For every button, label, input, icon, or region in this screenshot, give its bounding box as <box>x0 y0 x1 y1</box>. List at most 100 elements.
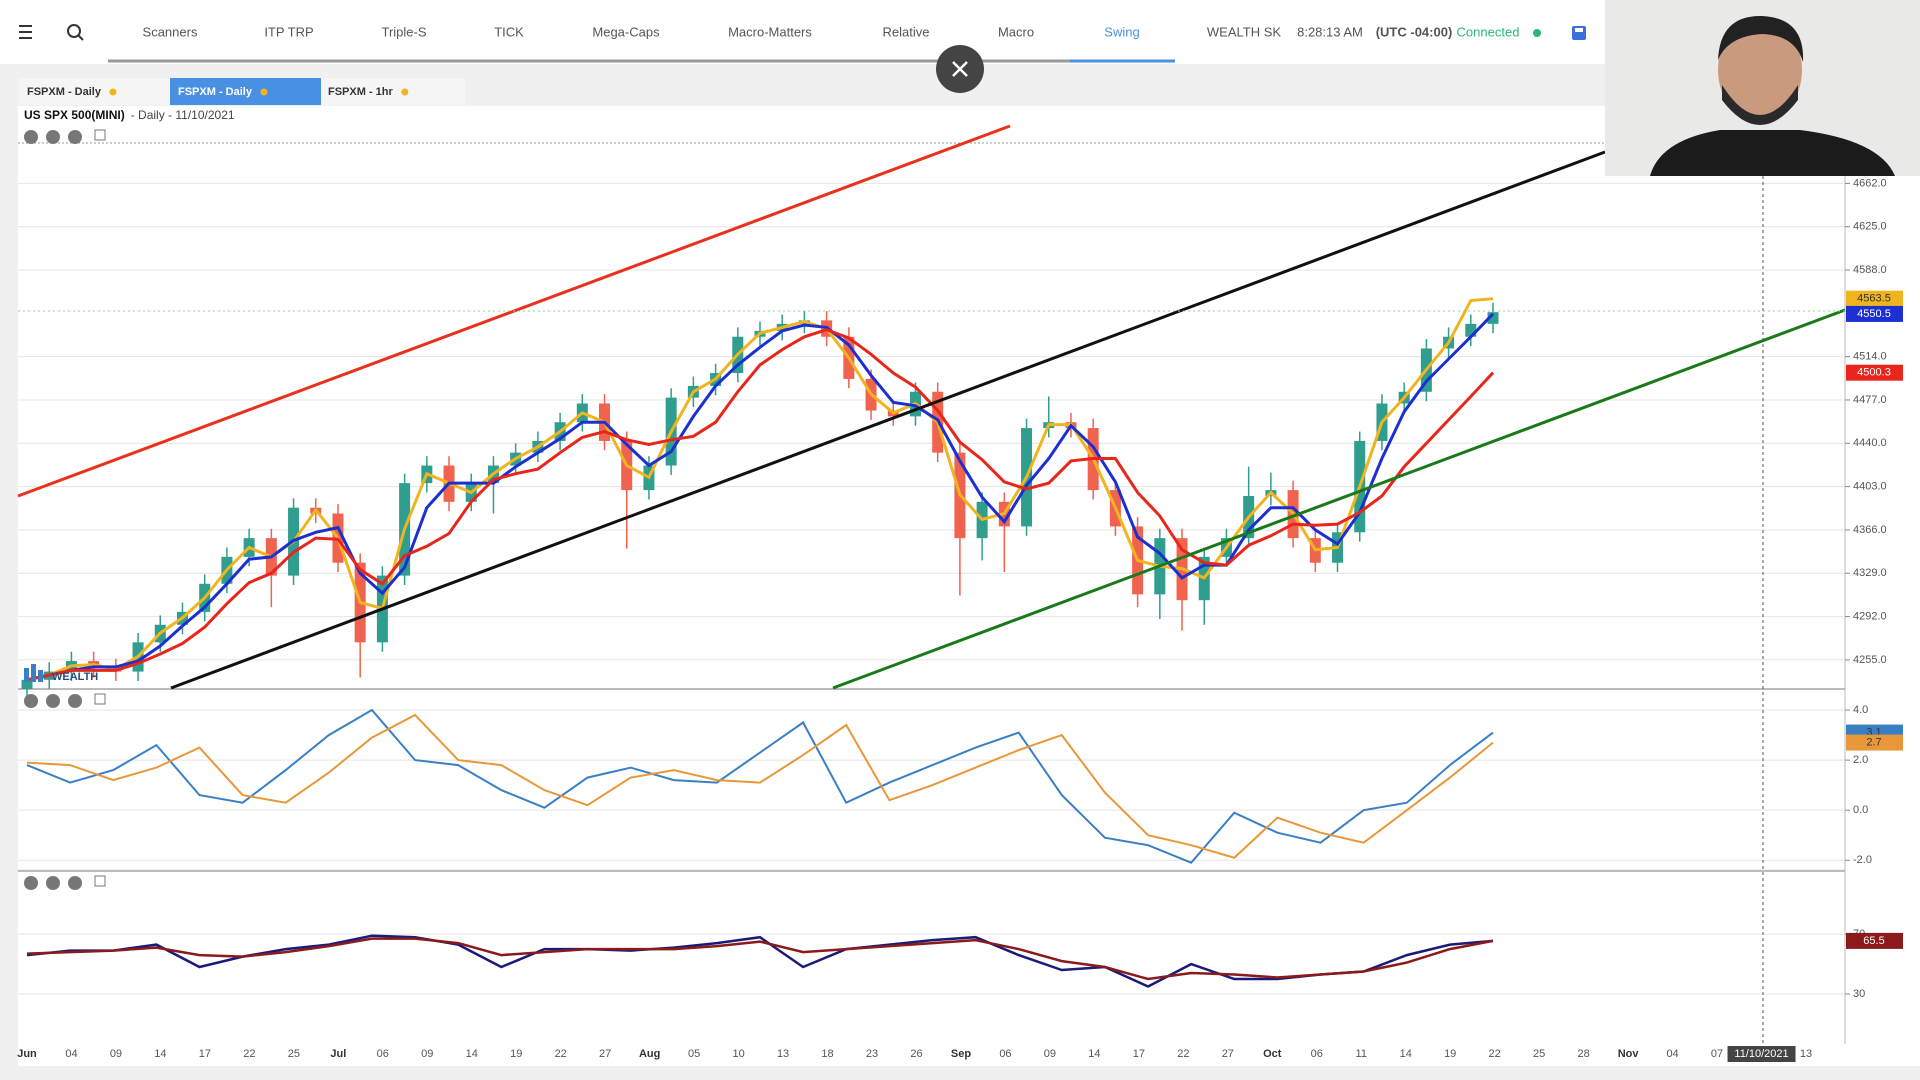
value-badge-label: 4550.5 <box>1857 308 1891 320</box>
indicator-line <box>26 328 1495 682</box>
y-tick-label: 4588.0 <box>1853 264 1887 276</box>
trend-line-green <box>832 308 1846 690</box>
rsi-panel <box>18 872 1845 1044</box>
x-tick-label: Oct <box>1263 1048 1282 1060</box>
price-axis <box>1845 126 1920 1044</box>
close-icon <box>952 61 968 77</box>
x-tick-label: 06 <box>1311 1048 1323 1060</box>
indicator-line <box>26 708 1494 864</box>
nav-item[interactable]: TICK <box>494 24 524 39</box>
x-tick-label: Aug <box>639 1048 660 1060</box>
y-tick-label: 4.0 <box>1853 704 1868 716</box>
y-tick-label: 30 <box>1853 988 1865 1000</box>
value-badge <box>1846 305 1903 322</box>
connection-dot <box>1533 29 1541 37</box>
nav-item[interactable]: Macro <box>998 24 1034 39</box>
y-tick-label: 4477.0 <box>1853 394 1887 406</box>
x-tick-label: 25 <box>1533 1048 1545 1060</box>
x-tick-label: Jul <box>330 1048 346 1060</box>
indicator-line <box>26 312 1495 682</box>
nav-item[interactable]: Swing <box>1104 24 1139 39</box>
x-tick-label: 25 <box>288 1048 300 1060</box>
top-bar <box>0 0 1605 64</box>
panel-buttons[interactable] <box>24 129 106 890</box>
x-tick-label: 19 <box>510 1048 522 1060</box>
x-tick-label: 07 <box>1711 1048 1723 1060</box>
value-badge <box>1846 364 1903 381</box>
oscillator-panel <box>18 690 1845 869</box>
x-tick-label: 05 <box>688 1048 700 1060</box>
x-tick-label: 09 <box>1044 1048 1056 1060</box>
chart-details: - Daily - 11/10/2021 <box>131 108 235 122</box>
plot-layer <box>18 182 1845 995</box>
webcam-overlay <box>1605 0 1920 176</box>
timezone: (UTC -04:00) <box>1376 24 1453 39</box>
chart-tab[interactable]: FSPXM - 1hr <box>328 86 394 98</box>
x-tick-label: 27 <box>599 1048 611 1060</box>
x-tick-label: 04 <box>1666 1048 1678 1060</box>
x-tick-label: 14 <box>466 1048 478 1060</box>
value-badge-label: 65.5 <box>1863 935 1884 947</box>
x-tick-label: 10 <box>732 1048 744 1060</box>
value-badge <box>1846 734 1903 751</box>
value-badge-label: 2.7 <box>1866 736 1881 748</box>
candle-body <box>1465 323 1477 337</box>
active-tab[interactable] <box>170 78 321 105</box>
y-tick-label: 4403.0 <box>1853 481 1887 493</box>
x-tick-label: 18 <box>821 1048 833 1060</box>
account[interactable]: WEALTH SK <box>1207 24 1281 39</box>
x-tick-label: 06 <box>377 1048 389 1060</box>
x-tick-label: 22 <box>1177 1048 1189 1060</box>
x-tick-label: 11/10/2021 <box>1734 1048 1788 1060</box>
indicator-line <box>26 934 1494 988</box>
menu-icon[interactable] <box>19 25 32 39</box>
indicator-line <box>26 713 1494 859</box>
y-tick-label: -2.0 <box>1853 854 1872 866</box>
x-tick-label: 14 <box>1400 1048 1412 1060</box>
x-tick-label: 22 <box>243 1048 255 1060</box>
x-tick-label: 11 <box>1356 1048 1367 1060</box>
time-axis <box>18 1044 1920 1066</box>
nav-item[interactable]: ITP TRP <box>264 24 313 39</box>
x-tick-label: 28 <box>1578 1048 1590 1060</box>
search-icon[interactable] <box>67 24 84 41</box>
header-band <box>18 106 1605 126</box>
nav-item[interactable]: Macro-Matters <box>728 24 812 39</box>
x-tick-label: 14 <box>154 1048 166 1060</box>
x-tick-label: Sep <box>951 1048 971 1060</box>
y-tick-label: 4440.0 <box>1853 437 1887 449</box>
y-tick-label: 4366.0 <box>1853 524 1887 536</box>
nav-item[interactable]: Triple-S <box>381 24 426 39</box>
symbol: US SPX 500(MINI) <box>24 108 125 122</box>
save-icon[interactable] <box>1572 26 1586 40</box>
x-tick-label: 23 <box>866 1048 878 1060</box>
x-tick-label: 19 <box>1444 1048 1456 1060</box>
tab-dot <box>109 88 117 96</box>
clock: 8:28:13 AM <box>1297 24 1363 39</box>
x-tick-label: 06 <box>999 1048 1011 1060</box>
nav-item[interactable]: Scanners <box>143 24 198 39</box>
x-tick-label: 22 <box>1489 1048 1501 1060</box>
connection-status: Connected <box>1457 24 1520 39</box>
value-badge <box>1846 290 1903 307</box>
y-tick-label: 2.0 <box>1853 754 1868 766</box>
y-tick-label: 4292.0 <box>1853 610 1887 622</box>
watermark: WEALTH <box>52 671 98 683</box>
x-tick-label: Jun <box>17 1048 37 1060</box>
candle-body <box>21 679 33 690</box>
x-tick-label: Nov <box>1618 1048 1640 1060</box>
x-tick-label: 14 <box>1088 1048 1100 1060</box>
tab-dot <box>260 88 268 96</box>
trend-line-black <box>170 150 1606 690</box>
nav-item[interactable]: Mega-Caps <box>592 24 660 39</box>
x-tick-label: 27 <box>1222 1048 1234 1060</box>
chart-tab[interactable]: FSPXM - Daily <box>27 86 102 98</box>
x-tick-label: 09 <box>421 1048 433 1060</box>
nav-item[interactable]: Relative <box>883 24 930 39</box>
chart-tab[interactable]: FSPXM - Daily <box>178 86 253 98</box>
x-tick-label: 04 <box>65 1048 77 1060</box>
price-panel <box>18 126 1845 688</box>
crosshair-date-badge <box>1727 1046 1796 1062</box>
watermark-logo <box>24 664 43 682</box>
